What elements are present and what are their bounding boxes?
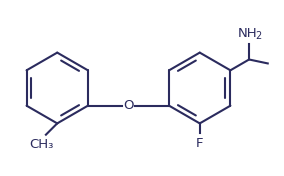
Text: O: O bbox=[123, 99, 134, 112]
Text: NH: NH bbox=[238, 27, 257, 40]
Text: 2: 2 bbox=[256, 31, 262, 41]
Text: F: F bbox=[196, 137, 204, 150]
Text: CH₃: CH₃ bbox=[29, 138, 53, 151]
